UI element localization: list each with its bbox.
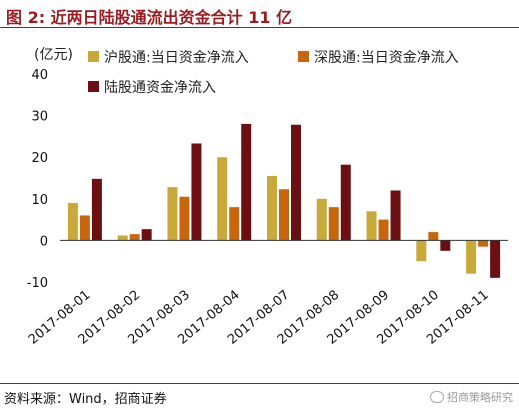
figure-title: 图 2: 近两日陆股通流出资金合计 11 亿 bbox=[6, 8, 293, 27]
bar-1 bbox=[267, 175, 277, 241]
title-rule bbox=[0, 27, 519, 28]
bar-1 bbox=[466, 240, 477, 274]
bar-3 bbox=[440, 240, 451, 251]
watermark: 招商策略研究 bbox=[430, 389, 513, 405]
bars bbox=[67, 123, 501, 278]
bar-2 bbox=[328, 207, 339, 241]
wechat-icon bbox=[430, 391, 444, 403]
legend-label: 沪股通:当日资金净流入 bbox=[104, 50, 249, 66]
bar-2 bbox=[478, 240, 489, 247]
legend-swatch bbox=[88, 81, 99, 92]
source-rule bbox=[0, 383, 519, 384]
legend-label: 深股通:当日资金净流入 bbox=[314, 50, 459, 66]
y-tick-label: 10 bbox=[31, 193, 48, 208]
bar-2 bbox=[79, 215, 90, 241]
bar-1 bbox=[416, 240, 427, 262]
watermark-text: 招商策略研究 bbox=[447, 391, 513, 404]
y-tick-label: 0 bbox=[40, 234, 48, 249]
bar-3 bbox=[191, 143, 202, 241]
bar-3 bbox=[490, 240, 501, 278]
bar-3 bbox=[91, 178, 102, 241]
bar-1 bbox=[316, 198, 327, 241]
bar-1 bbox=[366, 211, 377, 241]
y-tick-label: -10 bbox=[27, 276, 48, 291]
y-axis: -10 0 10 20 30 40 bbox=[27, 68, 48, 291]
bar-2 bbox=[129, 234, 140, 241]
y-unit-label: (亿元) bbox=[34, 47, 73, 63]
bar-3 bbox=[241, 123, 252, 241]
bar-2 bbox=[179, 196, 190, 241]
bar-2 bbox=[279, 189, 289, 241]
y-tick-label: 20 bbox=[31, 151, 48, 166]
bar-3 bbox=[390, 190, 401, 241]
legend-label: 陆股通资金净流入 bbox=[104, 80, 216, 96]
y-tick-label: 30 bbox=[31, 110, 48, 125]
bar-3 bbox=[141, 229, 152, 241]
bar-1 bbox=[167, 187, 178, 241]
legend-swatch bbox=[88, 51, 99, 62]
bar-3 bbox=[340, 164, 351, 241]
bar-2 bbox=[428, 232, 439, 241]
source-note: 资料来源：Wind，招商证券 bbox=[4, 392, 167, 407]
bar-2 bbox=[378, 219, 389, 241]
bar-1 bbox=[117, 235, 128, 241]
bar-chart: -10 0 10 20 30 40 2017-08-012017-08-022017-08… bbox=[26, 50, 508, 348]
legend-swatch bbox=[298, 51, 309, 62]
bar-1 bbox=[67, 202, 78, 241]
bar-3 bbox=[291, 124, 301, 241]
bar-2 bbox=[229, 207, 240, 241]
x-axis: 2017-08-012017-08-022017-08-032017-08-04… bbox=[26, 288, 492, 348]
bar-1 bbox=[217, 157, 228, 241]
y-tick-label: 40 bbox=[31, 68, 48, 83]
